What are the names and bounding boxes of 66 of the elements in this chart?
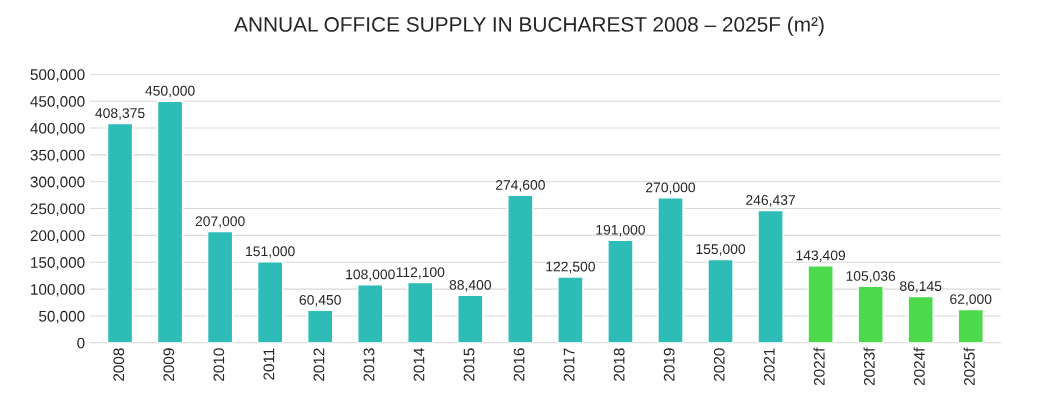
x-tick-label: 2012 (313, 348, 325, 381)
x-tick-label: 2019 (663, 348, 675, 381)
bar (106, 122, 134, 343)
x-tick-label: 2010 (213, 348, 225, 381)
y-tick-label: 450,000 (30, 96, 85, 109)
x-tick-label: 2014 (413, 348, 425, 381)
y-tick-label: 50,000 (39, 310, 85, 324)
x-tick-label: 2016 (513, 348, 525, 381)
x-tick-label: 2008 (113, 348, 125, 381)
y-tick-label: 0 (77, 337, 85, 349)
data-label: 450,000 (145, 85, 195, 98)
data-label: 246,437 (746, 195, 795, 207)
bar (306, 309, 334, 343)
bar (256, 261, 284, 343)
bar (957, 308, 984, 343)
bar (457, 294, 484, 343)
bar (206, 230, 234, 343)
y-tick-label: 150,000 (31, 257, 85, 270)
data-label: 207,000 (195, 216, 245, 228)
bar (707, 258, 734, 343)
x-tick-label: 2015 (463, 348, 475, 381)
bar (907, 295, 934, 343)
x-tick-label: 2011 (263, 348, 275, 380)
bar (607, 239, 634, 343)
x-tick-label: 2023f (863, 347, 875, 386)
data-label: 112,100 (396, 267, 445, 279)
x-tick-label: 2021 (763, 348, 775, 381)
data-label: 108,000 (346, 269, 395, 281)
bar (507, 194, 534, 343)
x-tick-label: 2013 (363, 348, 375, 381)
data-label: 274,600 (495, 180, 545, 192)
y-tick-label: 250,000 (30, 203, 85, 217)
x-tick-label: 2020 (713, 348, 725, 381)
x-tick-label: 2024f (913, 347, 925, 386)
data-label: 105,036 (846, 271, 896, 283)
bar (807, 265, 834, 343)
data-label: 191,000 (596, 224, 646, 237)
data-label: 155,000 (696, 244, 746, 256)
y-tick-label: 350,000 (30, 149, 85, 163)
bar (657, 197, 684, 343)
data-label: 60,450 (299, 294, 341, 307)
data-label: 62,000 (950, 294, 992, 306)
x-tick-label: 2017 (563, 348, 575, 381)
y-tick-label: 100,000 (31, 283, 85, 297)
bar (557, 276, 584, 343)
data-label: 88,400 (449, 279, 492, 292)
bar (357, 284, 384, 343)
bar (757, 209, 784, 343)
y-tick-label: 500,000 (30, 69, 85, 82)
chart-title: ANNUAL OFFICE SUPPLY IN BUCHAREST 2008 – 2025F (m²) (234, 16, 824, 36)
y-tick-label: 300,000 (30, 176, 85, 190)
y-tick-label: 200,000 (30, 230, 85, 243)
data-label: 86,145 (900, 281, 942, 293)
data-label: 408,375 (95, 108, 145, 120)
x-tick-label: 2022f (813, 347, 825, 386)
data-label: 122,500 (546, 261, 595, 274)
y-tick-label: 400,000 (30, 122, 85, 136)
x-tick-label: 2018 (613, 348, 625, 381)
x-tick-label: 2009 (163, 348, 175, 381)
data-label: 151,000 (246, 246, 295, 258)
data-label: 270,000 (646, 182, 696, 194)
bar (407, 281, 434, 343)
data-label: 143,409 (796, 250, 846, 262)
bar (156, 100, 184, 343)
bar (857, 285, 884, 343)
x-tick-label: 2025f (963, 347, 975, 386)
